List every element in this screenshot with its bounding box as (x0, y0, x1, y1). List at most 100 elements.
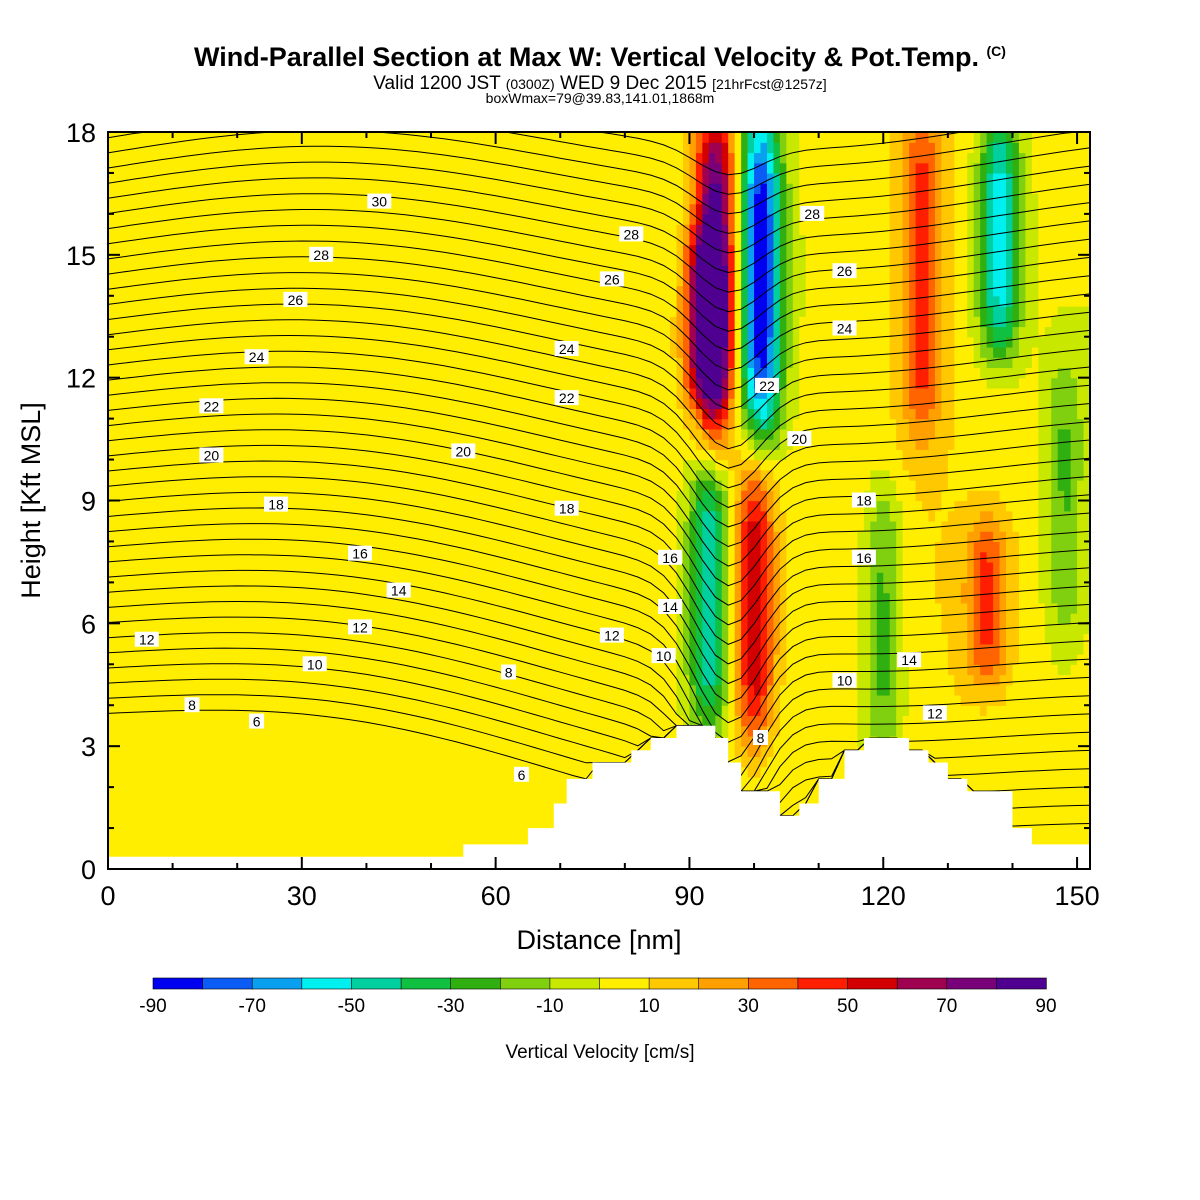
velocity-cell (450, 316, 458, 328)
velocity-cell (321, 183, 329, 195)
velocity-cell (515, 500, 523, 512)
velocity-cell (243, 623, 251, 635)
velocity-cell (133, 193, 141, 205)
velocity-cell (527, 807, 535, 819)
velocity-cell (198, 735, 206, 747)
velocity-cell (347, 654, 355, 665)
velocity-cell (482, 387, 490, 399)
velocity-cell (114, 224, 122, 235)
velocity-cell (198, 254, 206, 266)
velocity-cell (308, 674, 316, 686)
velocity-cell (120, 408, 128, 420)
velocity-cell (540, 275, 548, 287)
velocity-cell (392, 285, 400, 297)
velocity-cell (114, 336, 122, 348)
velocity-cell (456, 694, 464, 706)
velocity-cell (347, 346, 355, 358)
velocity-cell (456, 715, 464, 727)
velocity-cell (224, 459, 232, 471)
velocity-cell (108, 561, 116, 573)
velocity-cell (172, 766, 180, 778)
velocity-cell (334, 326, 342, 338)
velocity-cell (114, 152, 122, 164)
velocity-cell (140, 838, 148, 850)
velocity-cell (347, 776, 355, 788)
velocity-cell (159, 162, 167, 174)
velocity-cell (282, 183, 290, 195)
velocity-cell (140, 664, 148, 676)
velocity-cell (146, 203, 154, 215)
velocity-cell (179, 838, 187, 850)
velocity-cell (321, 541, 329, 553)
velocity-cell (269, 346, 277, 358)
velocity-cell (334, 459, 342, 471)
velocity-cell (521, 715, 529, 727)
velocity-cell (527, 654, 535, 665)
velocity-cell (379, 142, 387, 154)
velocity-cell (327, 142, 335, 154)
velocity-cell (540, 776, 548, 788)
velocity-cell (456, 643, 464, 655)
velocity-cell (450, 787, 458, 798)
velocity-cell (321, 408, 329, 420)
velocity-cell (114, 510, 122, 522)
velocity-cell (359, 480, 368, 491)
velocity-cell (288, 213, 296, 225)
velocity-cell (411, 623, 419, 635)
velocity-cell (308, 797, 316, 809)
velocity-cell (237, 439, 245, 450)
velocity-cell (243, 746, 251, 758)
velocity-cell (489, 694, 497, 706)
velocity-cell (250, 531, 258, 543)
velocity-cell (153, 285, 161, 297)
velocity-cell (166, 295, 174, 307)
velocity-cell (385, 428, 393, 440)
velocity-cell (327, 357, 335, 369)
velocity-cell (502, 561, 510, 573)
velocity-cell (424, 541, 432, 553)
velocity-cell (482, 449, 490, 461)
velocity-cell (392, 817, 400, 829)
velocity-cell (495, 694, 503, 706)
velocity-cell (547, 510, 555, 522)
velocity-cell (405, 807, 413, 819)
velocity-cell (146, 787, 154, 798)
velocity-cell (146, 715, 154, 727)
velocity-cell (288, 357, 296, 369)
velocity-cell (211, 623, 219, 635)
velocity-cell (275, 183, 284, 195)
velocity-cell (340, 746, 348, 758)
velocity-cell (353, 694, 361, 706)
velocity-cell (166, 756, 174, 768)
velocity-cell (321, 582, 329, 594)
velocity-cell (359, 490, 368, 502)
velocity-cell (398, 541, 406, 553)
velocity-cell (308, 367, 316, 379)
velocity-cell (359, 735, 368, 747)
velocity-cell (527, 449, 535, 461)
velocity-cell (534, 367, 542, 379)
velocity-cell (392, 643, 400, 655)
velocity-cell (282, 336, 290, 348)
velocity-cell (411, 551, 419, 563)
velocity-cell (515, 787, 523, 798)
velocity-cell (392, 520, 400, 532)
velocity-cell (237, 428, 245, 440)
velocity-cell (405, 469, 413, 481)
velocity-cell (379, 694, 387, 706)
velocity-cell (353, 408, 361, 420)
velocity-cell (443, 265, 452, 276)
velocity-cell (308, 469, 316, 481)
velocity-cell (166, 633, 174, 645)
velocity-cell (179, 183, 187, 195)
velocity-cell (534, 725, 542, 737)
velocity-cell (295, 684, 303, 696)
velocity-cell (185, 295, 193, 307)
velocity-cell (114, 715, 122, 727)
velocity-cell (489, 674, 497, 686)
velocity-cell (108, 203, 116, 215)
velocity-cell (469, 387, 477, 399)
velocity-cell (263, 469, 271, 481)
velocity-cell (217, 561, 225, 573)
velocity-cell (469, 684, 477, 696)
